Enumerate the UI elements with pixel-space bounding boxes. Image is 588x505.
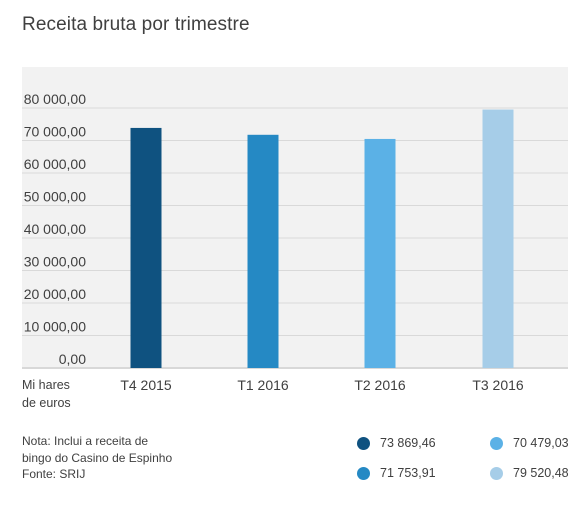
x-category-label: T2 2016 — [354, 377, 406, 393]
legend-value-t1-2016: 71 753,91 — [380, 466, 436, 480]
y-tick-label: 40 000,00 — [24, 221, 86, 237]
y-tick-label: 50 000,00 — [24, 189, 86, 205]
y-tick-label: 0,00 — [59, 351, 86, 367]
legend-item-t4-2015: 73 869,46 — [357, 436, 436, 450]
chart-note: Nota: Inclui a receita de bingo do Casin… — [22, 433, 222, 483]
x-category-label: T1 2016 — [237, 377, 289, 393]
bar-t2-2016 — [364, 138, 396, 368]
source-line: Fonte: SRIJ — [22, 467, 86, 481]
x-category-label: T3 2016 — [472, 377, 524, 393]
y-tick-label: 10 000,00 — [24, 319, 86, 335]
unit-line-1: Mi hares — [22, 378, 70, 392]
unit-line-2: de euros — [22, 396, 71, 410]
bar-t4-2015 — [130, 127, 162, 368]
bar-t3-2016 — [482, 109, 514, 368]
legend-item-t3-2016: 79 520,48 — [490, 466, 569, 480]
y-axis-unit-label: Mi hares de euros — [22, 376, 92, 412]
y-tick-label: 20 000,00 — [24, 286, 86, 302]
chart-title: Receita bruta por trimestre — [22, 14, 250, 35]
legend-item-t1-2016: 71 753,91 — [357, 466, 436, 480]
legend-item-t2-2016: 70 479,03 — [490, 436, 569, 450]
y-tick-label: 30 000,00 — [24, 254, 86, 270]
legend-swatch-t4-2015 — [357, 436, 370, 450]
legend-swatch-t2-2016 — [490, 436, 503, 450]
legend-value-t2-2016: 70 479,03 — [513, 436, 569, 450]
legend-swatch-t1-2016 — [357, 466, 370, 480]
note-line-2: bingo do Casino de Espinho — [22, 450, 173, 465]
plot-area-background — [22, 67, 568, 369]
y-tick-label: 60 000,00 — [24, 156, 86, 172]
note-line-1: Nota: Inclui a receita de — [22, 434, 149, 448]
bar-t1-2016 — [247, 134, 279, 368]
y-tick-label: 80 000,00 — [24, 91, 86, 107]
x-category-label: T4 2015 — [120, 377, 172, 393]
legend-value-t4-2015: 73 869,46 — [380, 436, 436, 450]
y-tick-label: 70 000,00 — [24, 124, 86, 140]
legend-value-t3-2016: 79 520,48 — [513, 466, 569, 480]
legend-swatch-t3-2016 — [490, 466, 503, 480]
